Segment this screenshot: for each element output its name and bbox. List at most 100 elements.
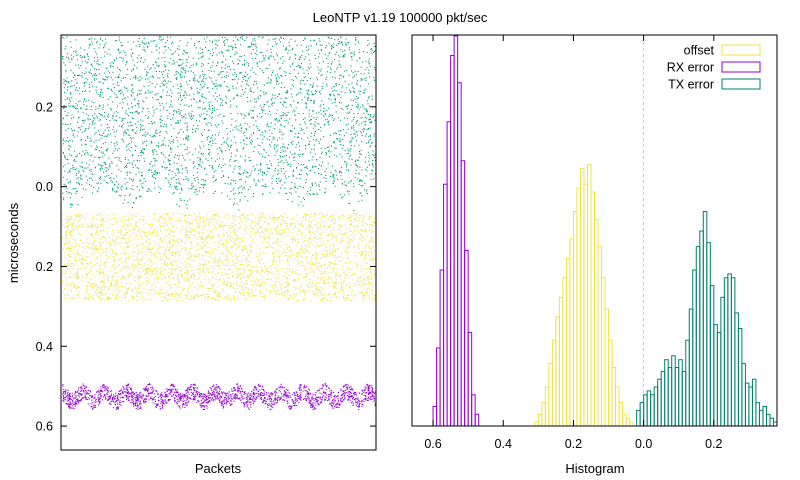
- scatter-point: [347, 182, 349, 184]
- scatter-point: [284, 254, 286, 256]
- scatter-point: [310, 135, 312, 137]
- scatter-point: [145, 268, 147, 270]
- scatter-point: [169, 58, 171, 60]
- scatter-point: [132, 252, 134, 254]
- scatter-point: [167, 75, 169, 77]
- scatter-point: [179, 59, 181, 61]
- scatter-point: [240, 95, 242, 97]
- scatter-point: [159, 188, 161, 190]
- scatter-point: [224, 43, 226, 45]
- scatter-point: [126, 223, 128, 225]
- scatter-point: [194, 253, 196, 255]
- scatter-point: [159, 172, 161, 174]
- scatter-point: [332, 175, 334, 177]
- scatter-point: [272, 38, 274, 40]
- scatter-point: [101, 218, 103, 220]
- scatter-point: [329, 51, 331, 53]
- scatter-point: [152, 154, 154, 156]
- scatter-point: [201, 161, 203, 163]
- scatter-point: [244, 76, 246, 78]
- scatter-point: [77, 182, 79, 184]
- scatter-point: [203, 183, 205, 185]
- scatter-point: [309, 59, 311, 61]
- scatter-point: [163, 224, 165, 226]
- scatter-point: [325, 151, 327, 153]
- scatter-point: [291, 251, 293, 253]
- scatter-point: [239, 172, 241, 174]
- scatter-point: [354, 213, 356, 215]
- scatter-point: [339, 172, 341, 174]
- scatter-point: [85, 139, 87, 141]
- scatter-point: [306, 80, 308, 82]
- scatter-point: [309, 141, 311, 143]
- scatter-point: [262, 134, 264, 136]
- scatter-point: [229, 106, 231, 108]
- scatter-point: [363, 260, 365, 262]
- scatter-point: [350, 133, 352, 135]
- scatter-point: [103, 179, 105, 181]
- scatter-point: [278, 137, 280, 139]
- scatter-point: [186, 138, 188, 140]
- scatter-point: [78, 116, 80, 118]
- scatter-point: [112, 188, 114, 190]
- scatter-point: [368, 160, 370, 162]
- scatter-point: [206, 287, 208, 289]
- scatter-point: [118, 148, 120, 150]
- scatter-point: [222, 174, 224, 176]
- scatter-point: [297, 72, 299, 74]
- scatter-point: [246, 219, 248, 221]
- scatter-point: [117, 293, 119, 295]
- scatter-point: [190, 277, 192, 279]
- scatter-point: [252, 49, 254, 51]
- scatter-point: [67, 115, 69, 117]
- scatter-point: [266, 138, 268, 140]
- scatter-point: [102, 249, 104, 251]
- scatter-point: [321, 267, 323, 269]
- scatter-point: [245, 298, 247, 300]
- scatter-point: [213, 213, 215, 215]
- scatter-point: [123, 132, 125, 134]
- scatter-point: [232, 85, 234, 87]
- scatter-point: [124, 298, 126, 300]
- scatter-point: [155, 130, 157, 132]
- scatter-point: [65, 284, 67, 286]
- scatter-point: [200, 286, 202, 288]
- scatter-point: [174, 51, 176, 53]
- scatter-point: [185, 138, 187, 140]
- scatter-point: [159, 102, 161, 104]
- scatter-point: [140, 195, 142, 197]
- scatter-point: [320, 165, 322, 167]
- scatter-point: [233, 231, 235, 233]
- scatter-point: [182, 59, 184, 61]
- scatter-point: [326, 45, 328, 47]
- scatter-point: [262, 296, 264, 298]
- scatter-point: [315, 260, 317, 262]
- scatter-point: [68, 285, 70, 287]
- scatter-point: [281, 138, 283, 140]
- scatter-point: [193, 297, 195, 299]
- scatter-point: [340, 140, 342, 142]
- scatter-point: [217, 115, 219, 117]
- scatter-point: [267, 43, 269, 45]
- scatter-point: [81, 161, 83, 163]
- scatter-point: [179, 75, 181, 77]
- scatter-point: [115, 40, 117, 42]
- scatter-point: [243, 55, 245, 57]
- scatter-point: [305, 256, 307, 258]
- scatter-point: [312, 86, 314, 88]
- scatter-point: [271, 72, 273, 74]
- scatter-point: [174, 172, 176, 174]
- scatter-point: [237, 39, 239, 41]
- scatter-point: [314, 90, 316, 92]
- scatter-point: [286, 92, 288, 94]
- scatter-point: [362, 222, 364, 224]
- scatter-point: [200, 183, 202, 185]
- scatter-point: [152, 151, 154, 153]
- scatter-point: [364, 182, 366, 184]
- scatter-point: [186, 262, 188, 264]
- scatter-point: [178, 183, 180, 185]
- scatter-point: [147, 117, 149, 119]
- scatter-point: [309, 170, 311, 172]
- scatter-point: [356, 224, 358, 226]
- scatter-point: [303, 217, 305, 219]
